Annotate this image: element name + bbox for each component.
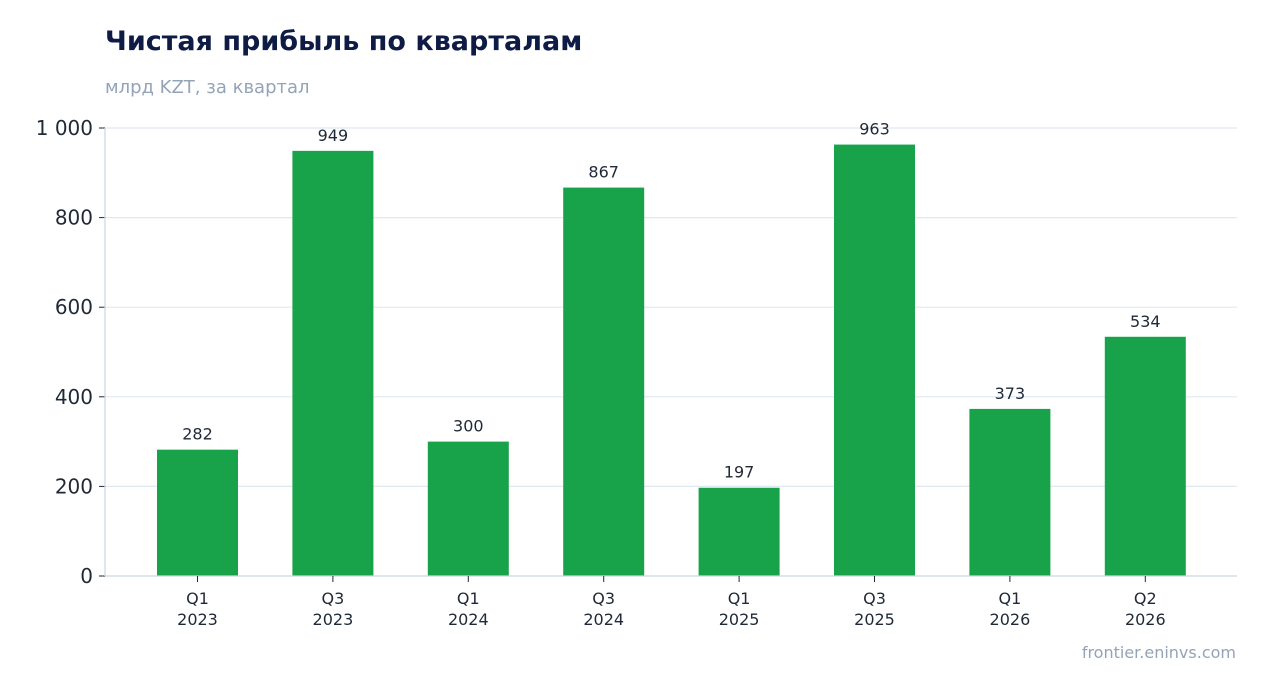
bar [427, 441, 509, 576]
bar [157, 449, 238, 576]
axes: 0 200 400 600 800 1 000 Q1 2023 Q3 2023 Q1 2024 Q3 20… [36, 116, 1237, 629]
x-tick-label: 2024 [448, 610, 489, 629]
chart-title: Чистая прибыль по кварталам [105, 26, 583, 57]
x-tick-label: Q1 [728, 589, 751, 608]
data-label: 534 [1130, 312, 1161, 331]
y-tick-label: 800 [55, 206, 93, 230]
x-tick-label: 2023 [313, 610, 354, 629]
x-tick-label: 2026 [1125, 610, 1166, 629]
x-tick-label: 2025 [854, 610, 895, 629]
x-tick-label: Q1 [457, 589, 480, 608]
x-tick-label: 2026 [990, 610, 1031, 629]
x-tick-label: Q2 [1134, 589, 1157, 608]
x-tick-label: 2025 [719, 610, 760, 629]
x-tick-label: 2024 [583, 610, 624, 629]
x-tick-label: Q3 [322, 589, 345, 608]
bars [157, 144, 1186, 577]
y-tick-label: 1 000 [36, 116, 93, 140]
bar [834, 144, 915, 577]
x-tick-label: 2023 [177, 610, 218, 629]
bar [698, 487, 780, 576]
y-tick-label: 200 [55, 474, 93, 498]
source-link[interactable]: frontier.eninvs.com [1081, 643, 1236, 662]
bar [563, 187, 645, 577]
data-label: 300 [453, 417, 484, 436]
y-tick-label: 400 [55, 385, 93, 409]
data-label: 867 [588, 163, 619, 182]
data-label: 282 [182, 425, 213, 444]
bar [1104, 336, 1186, 576]
x-tick-label: Q1 [999, 589, 1022, 608]
x-tick-label: Q1 [186, 589, 209, 608]
x-tick-label: Q3 [592, 589, 615, 608]
data-label: 949 [318, 126, 349, 145]
data-labels: 282 949 300 867 197 963 373 534 [182, 120, 1160, 482]
chart-subtitle: млрд KZT, за квартал [105, 77, 310, 98]
data-label: 963 [859, 120, 890, 139]
data-label: 373 [995, 384, 1026, 403]
bar [969, 408, 1051, 576]
grid-lines [105, 127, 1237, 487]
y-tick-label: 600 [55, 295, 93, 319]
y-tick-label: 0 [80, 564, 93, 588]
x-tick-label: Q3 [863, 589, 886, 608]
data-label: 197 [724, 463, 755, 482]
bar [292, 150, 374, 576]
